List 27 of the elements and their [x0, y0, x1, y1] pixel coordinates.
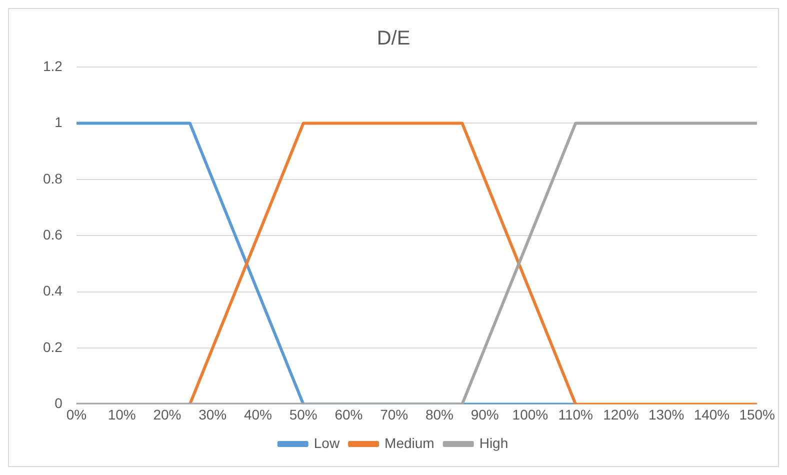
- x-tick-label: 0%: [66, 406, 87, 422]
- x-tick-label: 10%: [108, 406, 136, 422]
- x-tick-label: 90%: [470, 406, 499, 422]
- x-tick-label: 80%: [425, 406, 454, 422]
- x-tick-label: 20%: [153, 406, 182, 422]
- y-tick-label: 0: [54, 395, 63, 412]
- y-tick-label: 0.2: [42, 338, 63, 355]
- x-tick-label: 150%: [739, 406, 776, 422]
- x-tick-label: 140%: [694, 406, 730, 422]
- x-tick-label: 70%: [380, 406, 408, 422]
- y-tick-label: 1: [54, 114, 63, 130]
- legend-label: High: [479, 434, 508, 451]
- legend-label: Low: [314, 434, 340, 451]
- chart-title: D/E: [376, 28, 410, 50]
- legend-label: Medium: [384, 434, 434, 451]
- x-tick-label: 120%: [603, 406, 639, 422]
- x-tick-label: 100%: [512, 406, 548, 422]
- y-tick-label: 0.6: [42, 226, 63, 242]
- y-tick-label: 0.4: [42, 282, 63, 299]
- x-tick-label: 60%: [334, 406, 363, 422]
- x-tick-label: 30%: [198, 406, 227, 422]
- x-tick-label: 40%: [244, 406, 272, 422]
- x-tick-label: 130%: [648, 406, 684, 422]
- y-tick-label: 1.2: [42, 58, 63, 74]
- x-tick-label: 50%: [289, 406, 318, 422]
- x-tick-label: 110%: [558, 406, 593, 422]
- y-tick-label: 0.8: [42, 170, 63, 186]
